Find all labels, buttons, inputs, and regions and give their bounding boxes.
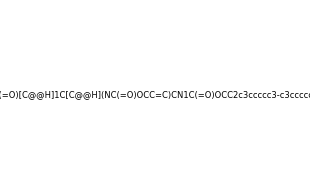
Text: OC(=O)[C@@H]1C[C@@H](NC(=O)OCC=C)CN1C(=O)OCC2c3ccccc3-c3ccccc32: OC(=O)[C@@H]1C[C@@H](NC(=O)OCC=C)CN1C(=O… — [0, 90, 310, 100]
